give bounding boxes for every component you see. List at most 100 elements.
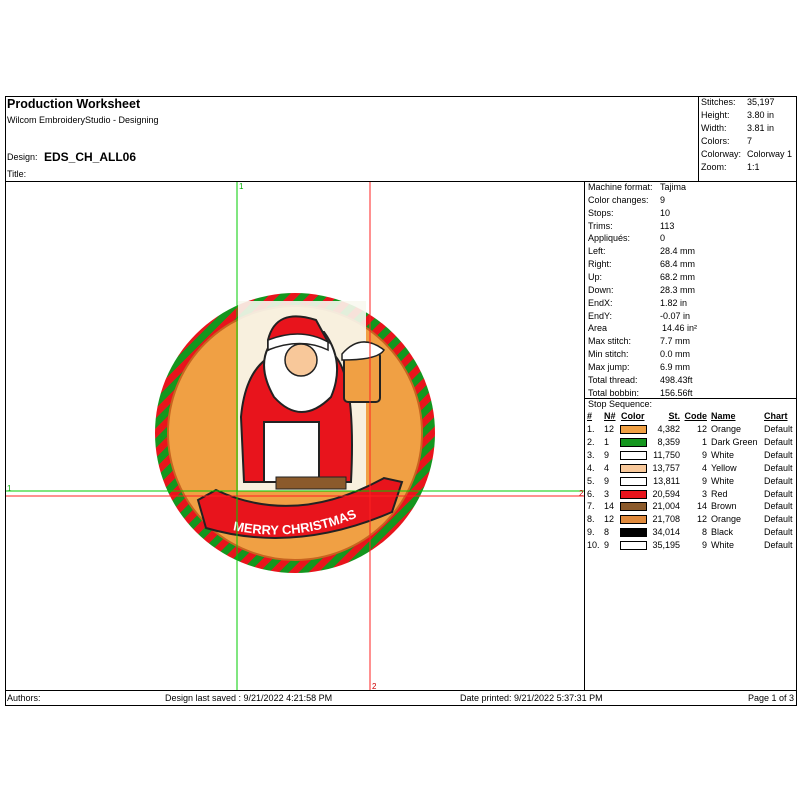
machine-label: Appliqués:: [588, 233, 631, 244]
machine-label: Machine format:: [588, 182, 653, 192]
machine-value: 6.9 mm: [660, 361, 691, 372]
summary-value: 1:1: [747, 162, 760, 172]
summary-value: 3.81 in: [747, 123, 775, 133]
machine-value: 68.2 mm: [660, 271, 696, 282]
machine-label: Area: [588, 323, 608, 334]
color-swatch: [620, 541, 647, 551]
chart: Default: [764, 514, 793, 525]
stop-index: 4.: [587, 462, 595, 473]
stitches: 34,014: [652, 527, 680, 538]
color-swatch: [620, 515, 647, 525]
frame: [584, 398, 797, 399]
stitches: 21,708: [652, 514, 680, 525]
chart: Default: [764, 488, 793, 499]
machine-value: Tajima: [660, 182, 687, 192]
frame: [5, 96, 6, 706]
stop-index: 1.: [587, 424, 595, 434]
machine-value: 0: [660, 233, 666, 244]
machine-label: Max jump:: [588, 361, 630, 372]
color-name: Orange: [711, 424, 742, 434]
stitches: 21,004: [652, 501, 680, 512]
color-name: Orange: [711, 514, 742, 525]
frame: [584, 181, 585, 691]
code: 12: [696, 514, 707, 525]
machine-value: 7.7 mm: [660, 336, 691, 347]
stitches: 4,382: [657, 424, 680, 434]
title: Production Worksheet: [7, 97, 141, 111]
summary-label: Colors:: [701, 136, 730, 146]
chart: Default: [764, 424, 793, 434]
machine-label: Right:: [588, 259, 612, 270]
needle: 12: [604, 514, 615, 525]
code: 9: [701, 475, 707, 486]
stop-index: 3.: [587, 449, 595, 460]
code: 8: [701, 527, 707, 538]
code: 9: [701, 540, 707, 551]
software: Wilcom EmbroideryStudio - Designing: [7, 115, 159, 125]
machine-value: 28.4 mm: [660, 246, 696, 257]
column-header: St.: [668, 411, 680, 421]
color-name: Red: [711, 488, 728, 499]
color-name: Black: [711, 527, 734, 538]
machine-value: 10: [660, 207, 671, 218]
color-name: Yellow: [711, 462, 737, 473]
design-view: MERRY CHRISTMAS 1 1 2 2: [6, 182, 584, 690]
guide-label: 1: [7, 484, 12, 493]
footer-page: Page 1 of 3: [748, 693, 795, 703]
summary-label: Width:: [701, 123, 727, 133]
frame: [698, 96, 699, 182]
title-label: Title:: [7, 169, 27, 179]
needle: 9: [604, 475, 610, 486]
color-swatch: [620, 437, 647, 447]
machine-label: Total thread:: [588, 374, 638, 385]
needle: 9: [604, 449, 610, 460]
color-swatch: [620, 502, 647, 512]
stop-index: 9.: [587, 527, 595, 538]
machine-value: 1.82 in: [660, 297, 688, 308]
chart: Default: [764, 540, 793, 551]
stitches: 8,359: [657, 436, 680, 447]
machine-label: Up:: [588, 271, 603, 282]
summary-label: Stitches:: [701, 97, 736, 107]
machine-label: Down:: [588, 284, 614, 295]
machine-label: Left:: [588, 246, 606, 257]
chart: Default: [764, 501, 793, 512]
guide-label: 2: [579, 489, 584, 498]
summary-label: Height:: [701, 110, 730, 120]
frame: [5, 96, 797, 97]
chart: Default: [764, 436, 793, 447]
machine-value: 0.0 mm: [660, 349, 691, 360]
design-label: Design:: [7, 152, 38, 162]
needle: 9: [604, 540, 610, 551]
color-swatch: [620, 425, 647, 434]
summary-value: Colorway 1: [747, 149, 793, 159]
machine-label: Total bobbin:: [588, 387, 640, 398]
summary-label: Zoom:: [701, 162, 727, 172]
machine-label: Color changes:: [588, 194, 649, 205]
stitches: 20,594: [652, 488, 680, 499]
chart: Default: [764, 527, 793, 538]
frame: [5, 705, 797, 706]
code: 14: [696, 501, 707, 512]
color-swatch: [620, 463, 647, 473]
needle: 1: [604, 436, 610, 447]
column-header: Chart: [764, 411, 788, 421]
machine-value: 156.56ft: [660, 387, 693, 398]
machine-value: 113: [660, 220, 675, 231]
machine-value: 498.43ft: [660, 374, 693, 385]
color-name: White: [711, 449, 735, 460]
needle: 4: [604, 462, 610, 473]
frame: [5, 690, 797, 691]
stop-index: 5.: [587, 475, 595, 486]
color-name: White: [711, 475, 735, 486]
summary-label: Colorway:: [701, 149, 742, 159]
color-name: White: [711, 540, 735, 551]
code: 3: [701, 488, 707, 499]
column-header: Name: [711, 411, 736, 421]
footer-saved: Design last saved : 9/21/2022 4:21:58 PM: [165, 693, 333, 703]
footer-printed: Date printed: 9/21/2022 5:37:31 PM: [460, 693, 603, 703]
code: 4: [701, 462, 707, 473]
color-swatch: [620, 489, 647, 499]
needle: 8: [604, 527, 610, 538]
